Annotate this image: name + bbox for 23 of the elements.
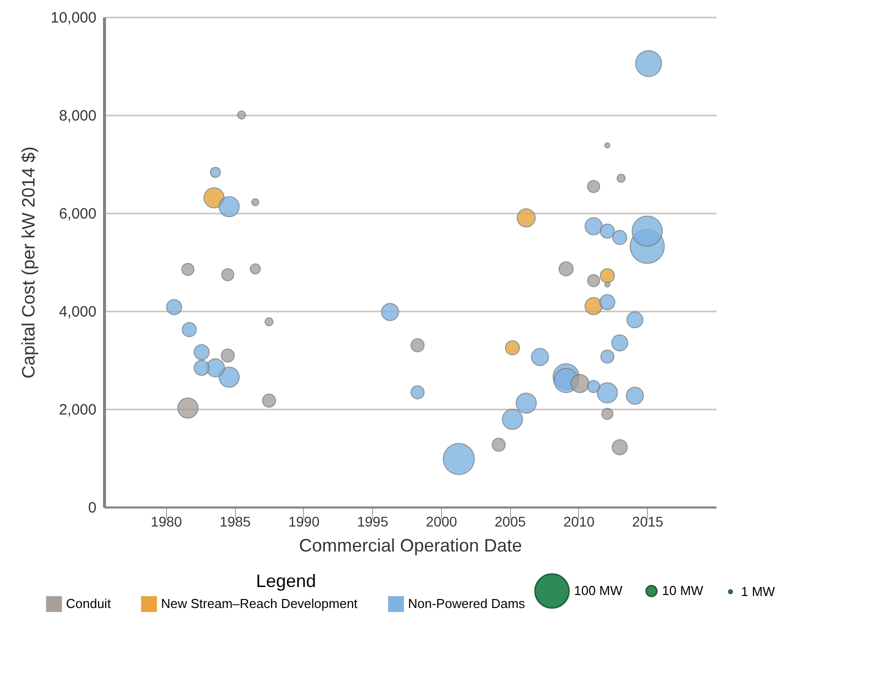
- x-tick-label: 1995: [357, 514, 388, 530]
- legend-title: Legend: [256, 571, 316, 591]
- y-tick-label: 10,000: [50, 10, 96, 26]
- y-tick-label: 2,000: [58, 402, 96, 418]
- legend-label: Conduit: [66, 596, 112, 612]
- x-tick-label: 2010: [563, 514, 595, 530]
- x-tick-label: 2015: [632, 514, 664, 530]
- x-tick-label: 1990: [288, 514, 320, 530]
- x-tick-label: 1985: [220, 514, 251, 530]
- x-tick-label: 2005: [494, 514, 526, 530]
- y-tick-label: 8,000: [58, 108, 96, 124]
- x-tick-label: 1980: [150, 514, 182, 530]
- y-tick-label: 0: [88, 500, 96, 516]
- x-axis-title: Commercial Operation Date: [298, 536, 522, 556]
- y-tick-label: 4,000: [58, 304, 96, 320]
- legend-label: 100 MW: [574, 583, 624, 598]
- legend-label: 1 MW: [741, 584, 776, 599]
- legend-label: 10 MW: [662, 583, 704, 598]
- y-tick-label: 6,000: [58, 206, 96, 222]
- y-axis-title: Capital Cost (per kW 2014 $): [18, 146, 39, 379]
- x-tick-label: 2000: [426, 514, 458, 530]
- legend-label: New Stream–Reach Development: [161, 596, 358, 612]
- legend-label: Non-Powered Dams: [408, 596, 526, 612]
